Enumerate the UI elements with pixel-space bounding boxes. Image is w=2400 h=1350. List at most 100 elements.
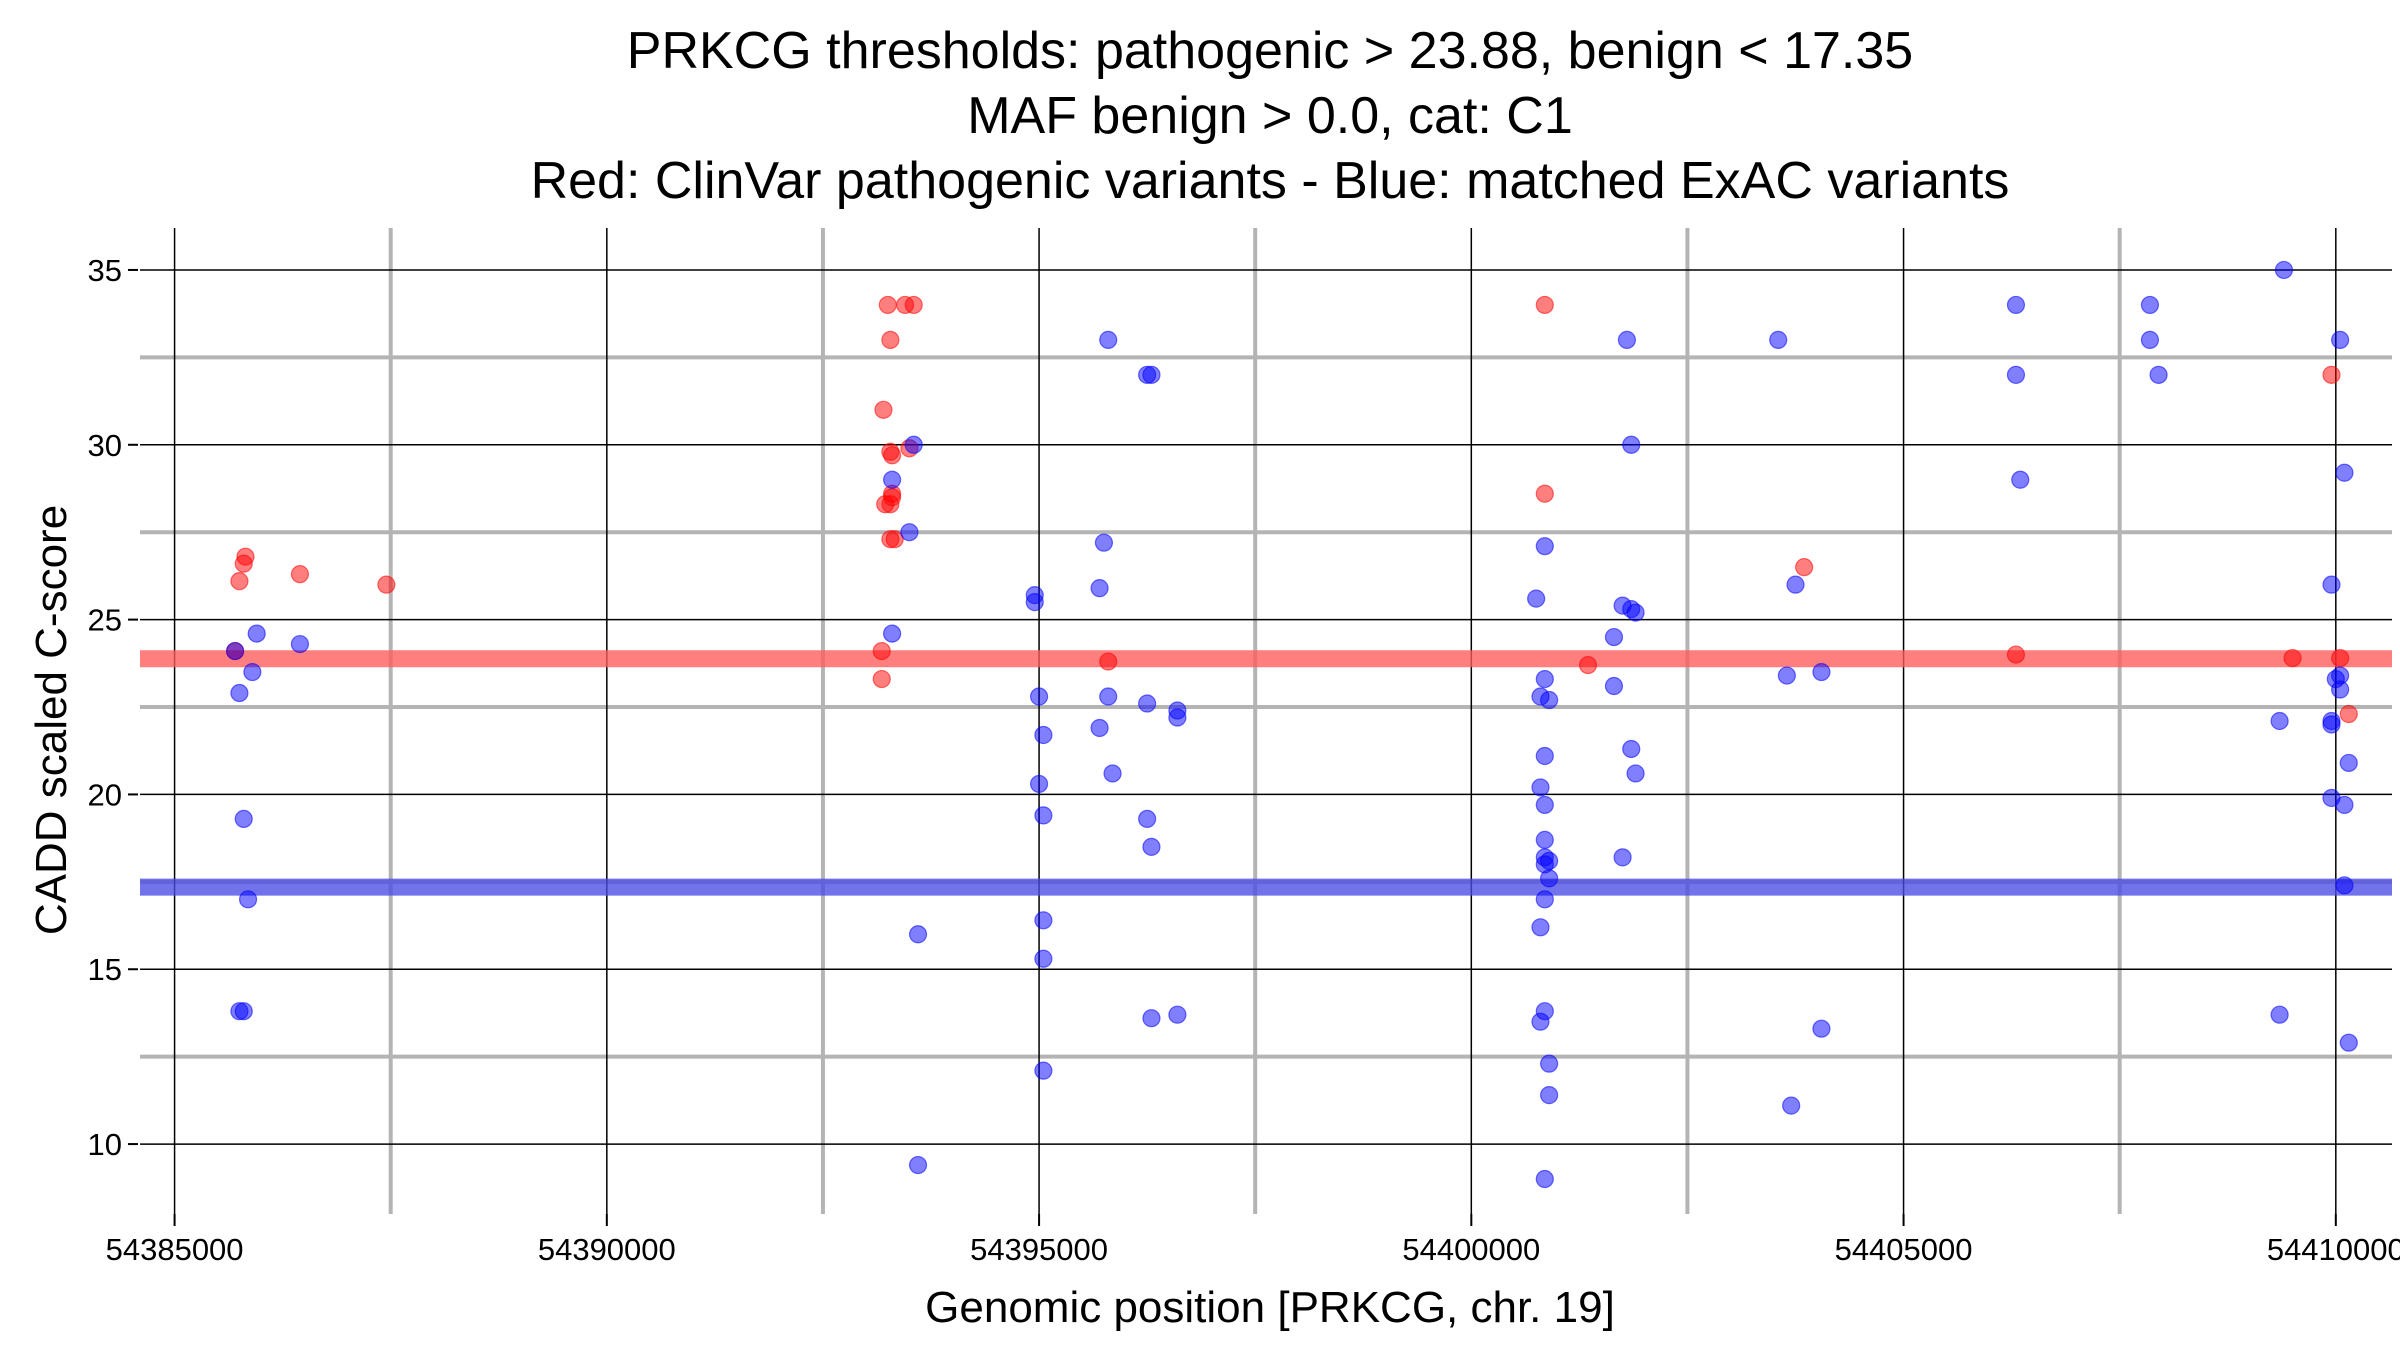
matched-exac-point (2006, 365, 2026, 384)
data-points (225, 260, 2358, 1189)
x-tick-label: 54385000 (106, 1232, 244, 1267)
clinvar-pathogenic-point (1578, 655, 1598, 675)
matched-exac-point (1029, 687, 1049, 706)
matched-exac-point (1535, 537, 1554, 556)
matched-exac-point (1540, 1054, 1559, 1073)
matched-exac-point (900, 523, 919, 542)
matched-exac-point (2339, 753, 2358, 773)
matched-exac-point (1604, 627, 1624, 647)
matched-exac-point (1527, 589, 1546, 608)
matched-exac-point (1029, 774, 1049, 794)
matched-exac-point (2335, 463, 2354, 482)
matched-exac-point (1034, 1061, 1053, 1080)
matched-exac-point (1626, 603, 1645, 622)
matched-exac-point (1535, 890, 1554, 909)
clinvar-pathogenic-point (2322, 365, 2341, 384)
clinvar-pathogenic-point (881, 330, 900, 349)
matched-exac-point (1142, 365, 1161, 384)
matched-exac-point (243, 662, 262, 682)
clinvar-pathogenic-point (377, 575, 396, 594)
y-tick-label: 20 (88, 777, 122, 812)
clinvar-pathogenic-point (2331, 648, 2350, 668)
matched-exac-point (1168, 708, 1187, 727)
clinvar-pathogenic-point (878, 295, 897, 315)
clinvar-pathogenic-point (2339, 704, 2358, 724)
matched-exac-point (2140, 295, 2160, 315)
matched-exac-point (2331, 680, 2350, 699)
matched-exac-point (1769, 330, 1788, 349)
matched-exac-point (2011, 470, 2030, 489)
matched-exac-point (1622, 435, 1641, 454)
matched-exac-point (2270, 711, 2289, 731)
matched-exac-point (1034, 911, 1053, 930)
matched-exac-point (1535, 1169, 1554, 1189)
clinvar-pathogenic-point (883, 446, 902, 465)
matched-exac-point (1142, 1009, 1161, 1028)
chart-title: PRKCG thresholds: pathogenic > 23.88, be… (531, 22, 2010, 210)
matched-exac-point (1034, 806, 1053, 825)
matched-exac-point (1604, 676, 1624, 696)
matched-exac-point (1535, 795, 1554, 815)
grid (140, 228, 2392, 1214)
matched-exac-point (1535, 746, 1554, 766)
clinvar-pathogenic-point (872, 669, 891, 689)
matched-exac-point (1622, 739, 1641, 759)
matched-exac-point (1531, 778, 1550, 797)
clinvar-pathogenic-point (230, 572, 249, 591)
matched-exac-point (1540, 851, 1559, 870)
y-tick-label: 35 (88, 253, 122, 288)
matched-exac-point (2140, 330, 2160, 349)
matched-exac-point (225, 641, 245, 661)
clinvar-pathogenic-point (2006, 645, 2026, 664)
y-tick-label: 25 (88, 603, 122, 638)
matched-exac-point (2322, 715, 2341, 734)
x-axis-label: Genomic position [PRKCG, chr. 19] (925, 1283, 1615, 1332)
matched-exac-point (1782, 1096, 1801, 1115)
matched-exac-point (1142, 837, 1161, 856)
matched-exac-point (2339, 1033, 2358, 1052)
matched-exac-point (2331, 330, 2350, 349)
y-tick-label: 15 (88, 952, 122, 987)
matched-exac-point (1090, 579, 1109, 598)
matched-exac-point (1090, 718, 1109, 738)
title-line-1: PRKCG thresholds: pathogenic > 23.88, be… (627, 22, 1913, 80)
matched-exac-point (1617, 330, 1637, 349)
y-axis-ticks: 10 15 20 25 30 35 (88, 253, 138, 1162)
matched-exac-point (2006, 295, 2026, 315)
x-tick-label: 54400000 (1402, 1232, 1540, 1267)
matched-exac-point (1094, 533, 1114, 552)
matched-exac-point (1138, 694, 1157, 713)
matched-exac-point (1786, 575, 1805, 594)
matched-exac-point (1034, 725, 1053, 745)
matched-exac-point (1168, 1005, 1187, 1024)
clinvar-pathogenic-point (1535, 295, 1554, 315)
matched-exac-point (1034, 949, 1053, 968)
matched-exac-point (1103, 764, 1122, 783)
title-line-3: Red: ClinVar pathogenic variants - Blue:… (531, 152, 2010, 210)
clinvar-pathogenic-point (904, 295, 923, 315)
matched-exac-point (908, 1155, 928, 1175)
clinvar-pathogenic-point (872, 641, 891, 661)
matched-exac-point (904, 435, 923, 454)
clinvar-pathogenic-point (885, 530, 904, 549)
matched-exac-point (1531, 1012, 1550, 1031)
y-axis-label: CADD scaled C-score (27, 505, 76, 935)
title-line-2: MAF benign > 0.0, cat: C1 (967, 87, 1573, 145)
matched-exac-point (1138, 809, 1157, 829)
matched-exac-point (1812, 662, 1831, 682)
matched-exac-point (2335, 876, 2354, 895)
matched-exac-point (1535, 830, 1554, 849)
matched-exac-point (1777, 666, 1796, 685)
clinvar-pathogenic-point (1795, 558, 1814, 577)
matched-exac-point (230, 683, 249, 703)
matched-exac-point (883, 470, 902, 489)
clinvar-pathogenic-point (876, 495, 895, 514)
matched-exac-point (883, 624, 902, 643)
x-axis-ticks: 54385000 54390000 54395000 54400000 54405000… (106, 1214, 2400, 1267)
matched-exac-point (1626, 764, 1645, 783)
y-tick-label: 10 (88, 1127, 122, 1162)
y-tick-label: 30 (88, 428, 122, 463)
matched-exac-point (247, 624, 266, 643)
matched-exac-point (1025, 593, 1044, 612)
